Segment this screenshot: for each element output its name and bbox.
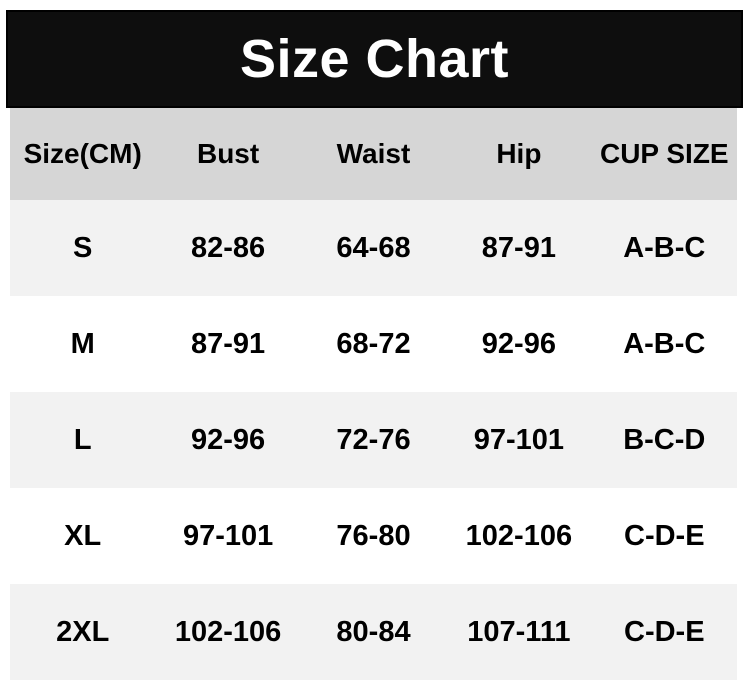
cell-cup-size: B-C-D [623, 423, 706, 456]
table-row-m: M 87-91 68-72 92-96 A-B-C [10, 296, 737, 392]
table-row-l: L 92-96 72-76 97-101 B-C-D [10, 392, 737, 488]
cell-bust: 92-96 [191, 423, 266, 456]
table-row-s: S 82-86 64-68 87-91 A-B-C [10, 200, 737, 296]
cell-waist: 64-68 [336, 231, 411, 264]
column-header-waist: Waist [336, 138, 411, 169]
column-header-cup-size: CUP SIZE [599, 138, 729, 169]
cell-cup-size: A-B-C [623, 327, 706, 360]
page-title: Size Chart [239, 29, 510, 89]
column-header-hip: Hip [496, 138, 542, 169]
cell-hip: 102-106 [465, 519, 573, 552]
cell-hip: 92-96 [481, 327, 556, 360]
cell-waist: 68-72 [336, 327, 411, 360]
cell-size: XL [64, 519, 102, 552]
cell-cup-size: C-D-E [624, 519, 705, 552]
cell-size: S [73, 231, 93, 264]
size-chart-banner: Size Chart [6, 10, 743, 108]
cell-waist: 76-80 [336, 519, 411, 552]
column-header-size: Size(CM) [23, 138, 142, 169]
cell-size: 2XL [56, 615, 110, 648]
cell-size: L [73, 423, 92, 456]
column-header-bust: Bust [196, 138, 260, 169]
size-chart-table: Size(CM) Bust Waist Hip CUP SIZE S 82-86… [10, 108, 737, 680]
cell-waist: 72-76 [336, 423, 411, 456]
cell-bust: 82-86 [191, 231, 266, 264]
table-header-row: Size(CM) Bust Waist Hip CUP SIZE [10, 108, 737, 200]
table-row-2xl: 2XL 102-106 80-84 107-111 C-D-E [10, 584, 737, 680]
cell-cup-size: A-B-C [623, 231, 706, 264]
cell-hip: 107-111 [467, 615, 571, 648]
cell-bust: 87-91 [191, 327, 266, 360]
cell-hip: 87-91 [481, 231, 556, 264]
cell-waist: 80-84 [336, 615, 411, 648]
cell-bust: 102-106 [174, 615, 282, 648]
cell-hip: 97-101 [473, 423, 565, 456]
table-row-xl: XL 97-101 76-80 102-106 C-D-E [10, 488, 737, 584]
cell-cup-size: C-D-E [624, 615, 705, 648]
cell-bust: 97-101 [182, 519, 274, 552]
cell-size: M [70, 327, 95, 360]
